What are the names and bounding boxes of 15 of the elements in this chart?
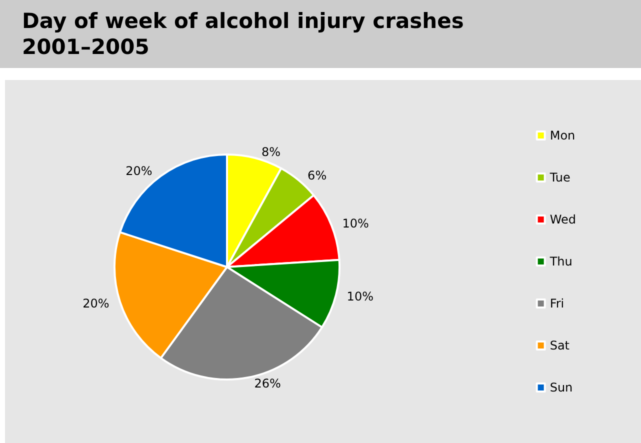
legend-label: Sun xyxy=(550,380,573,394)
legend-label: Sat xyxy=(550,338,570,352)
data-label: 10% xyxy=(346,289,374,304)
legend-label: Thu xyxy=(548,254,572,268)
chart-title: Day of week of alcohol injury crashes 2001–2005 xyxy=(0,0,641,68)
legend-label: Mon xyxy=(550,128,576,142)
data-label: 6% xyxy=(308,168,327,183)
data-label: 10% xyxy=(342,216,369,230)
data-label: 20% xyxy=(82,296,110,311)
legend-label: Tue xyxy=(548,170,570,184)
data-label: 20% xyxy=(126,164,152,178)
legend-label: Fri xyxy=(550,296,564,310)
legend-label: Wed xyxy=(550,212,576,226)
data-label: 8% xyxy=(261,145,281,160)
data-label: 26% xyxy=(254,376,281,390)
